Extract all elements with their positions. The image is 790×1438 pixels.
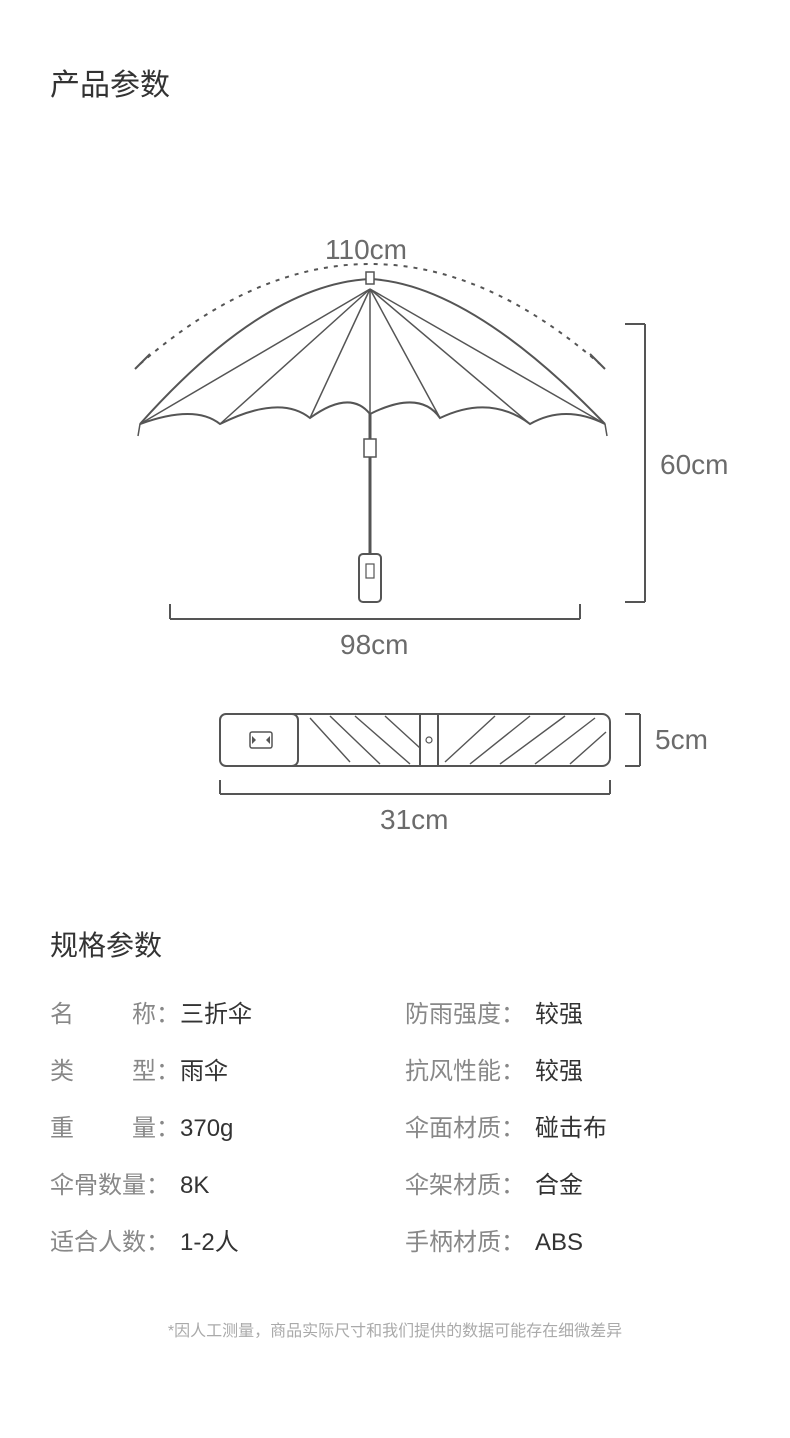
spec-row: 伞骨数量：8K (50, 1165, 385, 1200)
spec-row: 适合人数：1-2人 (50, 1222, 385, 1257)
diagram-folded-umbrella: 5cm 31cm (50, 684, 740, 864)
spec-label: 名称： (50, 994, 180, 1029)
spec-value: 碰击布 (535, 1108, 607, 1143)
spec-label: 伞架材质： (405, 1165, 535, 1200)
spec-label: 重量： (50, 1108, 180, 1143)
spec-value: 370g (180, 1115, 233, 1143)
spec-table: 名称：三折伞防雨强度：较强类型：雨伞抗风性能：较强重量：370g伞面材质：碰击布… (50, 994, 740, 1257)
spec-label: 伞骨数量： (50, 1165, 180, 1200)
diagram-open-umbrella: 110cm 60cm 98cm (50, 144, 740, 624)
spec-row: 伞架材质：合金 (405, 1165, 740, 1200)
spec-row: 伞面材质：碰击布 (405, 1108, 740, 1143)
spec-value: 较强 (535, 994, 583, 1029)
spec-row: 防雨强度：较强 (405, 994, 740, 1029)
spec-row: 名称：三折伞 (50, 994, 385, 1029)
spec-label: 防雨强度： (405, 994, 535, 1029)
spec-label: 手柄材质： (405, 1222, 535, 1257)
spec-row: 手柄材质：ABS (405, 1222, 740, 1257)
spec-row: 类型：雨伞 (50, 1051, 385, 1086)
spec-value: 三折伞 (180, 994, 252, 1029)
page-title: 产品参数 (50, 60, 740, 104)
spec-value: 8K (180, 1172, 209, 1200)
label-height: 60cm (660, 449, 728, 481)
footnote: *因人工测量，商品实际尺寸和我们提供的数据可能存在细微差异 (50, 1317, 740, 1341)
spec-label: 抗风性能： (405, 1051, 535, 1086)
spec-value: 较强 (535, 1051, 583, 1086)
spec-value: 合金 (535, 1165, 583, 1200)
spec-value: 1-2人 (180, 1222, 239, 1257)
label-length: 31cm (380, 804, 448, 836)
spec-row: 抗风性能：较强 (405, 1051, 740, 1086)
spec-label: 适合人数： (50, 1222, 180, 1257)
label-width: 98cm (340, 629, 408, 661)
spec-value: ABS (535, 1229, 583, 1257)
spec-label: 类型： (50, 1051, 180, 1086)
label-arc-span: 110cm (325, 234, 407, 266)
spec-label: 伞面材质： (405, 1108, 535, 1143)
label-thickness: 5cm (655, 724, 708, 756)
spec-value: 雨伞 (180, 1051, 228, 1086)
spec-section-title: 规格参数 (50, 924, 740, 964)
spec-row: 重量：370g (50, 1108, 385, 1143)
